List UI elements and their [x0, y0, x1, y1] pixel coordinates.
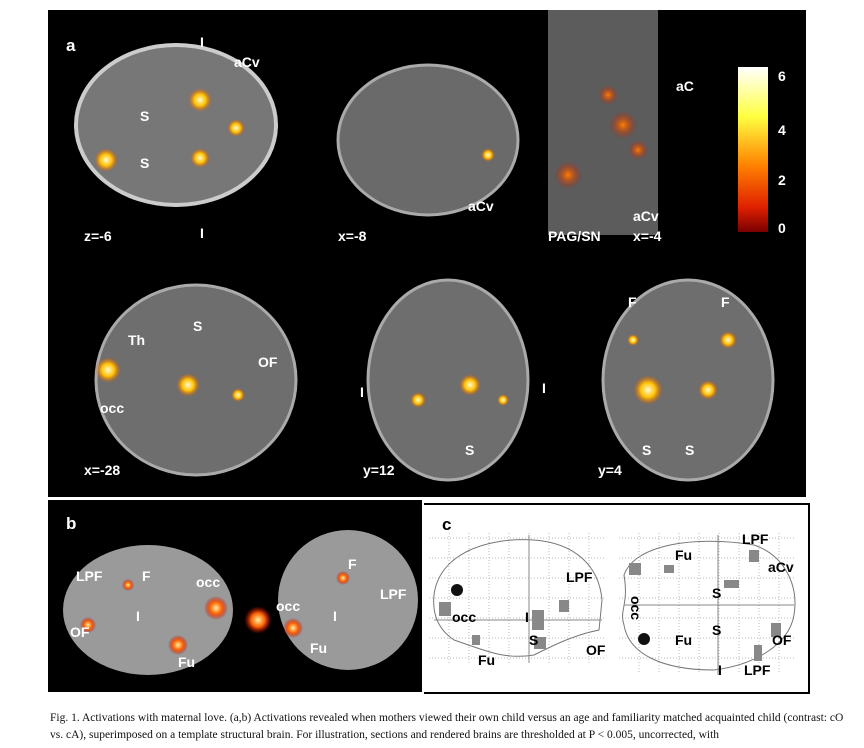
- panel-label: c: [442, 515, 452, 534]
- slice-label: F: [628, 294, 637, 310]
- brain-label: I: [718, 662, 722, 678]
- colorbar-tick: 2: [778, 172, 786, 188]
- brain-label: F: [348, 556, 357, 572]
- brain-label: LPF: [380, 586, 407, 602]
- brain-label: F: [142, 568, 151, 584]
- slice-label: aC: [676, 78, 694, 94]
- brain-label: OF: [70, 624, 90, 640]
- slice-label: occ: [100, 400, 125, 416]
- panel-label: b: [66, 514, 77, 533]
- panel-a: a I aCv S S I z=-6 aCv x=-8 aC PAG/SN aC…: [48, 10, 806, 497]
- brain-label: S: [712, 622, 722, 638]
- brain-label: occ: [196, 574, 221, 590]
- slice-coord: x=-8: [338, 228, 367, 244]
- brain-label: Fu: [675, 547, 693, 563]
- brain-label: S: [529, 632, 539, 648]
- colorbar: [738, 67, 768, 232]
- sagittal-slice: [336, 63, 520, 217]
- brain-label: aCv: [768, 559, 794, 575]
- sagittal-slice-zoom: [548, 10, 658, 235]
- panel-c: c LPF occ I S OF Fu LPF Fu aCv S occ S F…: [424, 503, 810, 694]
- slice-label: PAG/SN: [548, 228, 601, 244]
- brain-label: I: [333, 608, 337, 624]
- slice-coord: x=-28: [84, 462, 121, 478]
- coronal-slice-2: [601, 278, 775, 482]
- glass-brains: [429, 533, 796, 675]
- slice-label: F: [721, 294, 730, 310]
- colorbar-tick: 0: [778, 220, 786, 236]
- sagittal-outline: [433, 539, 603, 657]
- slice-label: S: [140, 155, 150, 171]
- colorbar-tick: 6: [778, 68, 786, 84]
- slice-label: I: [200, 225, 204, 241]
- brain-label: LPF: [566, 569, 593, 585]
- slice-label: I: [200, 34, 204, 50]
- panel-b: b LPF F occ OF I Fu F occ I LPF Fu: [48, 500, 422, 692]
- slice-label: S: [685, 442, 695, 458]
- slice-coord: y=12: [363, 462, 395, 478]
- brain-label: Fu: [675, 632, 693, 648]
- coronal-slice-1: [366, 278, 530, 482]
- brain-label: occ: [452, 609, 477, 625]
- brain-sections: [74, 10, 775, 482]
- slice-label: aCv: [633, 208, 659, 224]
- brain-label: Fu: [310, 640, 328, 656]
- brain-label: I: [136, 608, 140, 624]
- slice-coord: y=4: [598, 462, 622, 478]
- axial-slice: [74, 43, 278, 207]
- activation-blobs: [94, 85, 737, 408]
- brain-label: LPF: [76, 568, 103, 584]
- axial-outline: [622, 540, 796, 671]
- slice-label: S: [465, 442, 475, 458]
- slice-coord: x=-4: [633, 228, 662, 244]
- slice-label: Th: [128, 332, 146, 348]
- slice-label: aCv: [234, 54, 260, 70]
- slice-label: I: [360, 384, 364, 400]
- colorbar-tick: 4: [778, 122, 786, 138]
- panel-label: a: [66, 36, 76, 55]
- brain-label: Fu: [478, 652, 496, 668]
- slice-label: I: [542, 380, 546, 396]
- figure-caption: Fig. 1. Activations with maternal love. …: [50, 712, 844, 741]
- rendered-brains: [63, 530, 418, 675]
- brain-label: Fu: [178, 654, 196, 670]
- slice-label: aCv: [468, 198, 494, 214]
- slice-label: OF: [258, 354, 278, 370]
- brain-label: S: [712, 585, 722, 601]
- brain-label: occ: [276, 598, 301, 614]
- brain-label: occ: [628, 595, 645, 621]
- slice-label: S: [140, 108, 150, 124]
- brain-label: OF: [772, 632, 792, 648]
- slice-coord: z=-6: [84, 228, 112, 244]
- brain-label: LPF: [742, 531, 769, 547]
- slice-label: S: [193, 318, 203, 334]
- brain-label: OF: [586, 642, 606, 658]
- brain-label: I: [525, 609, 529, 625]
- slice-label: S: [642, 442, 652, 458]
- brain-label: LPF: [744, 662, 771, 678]
